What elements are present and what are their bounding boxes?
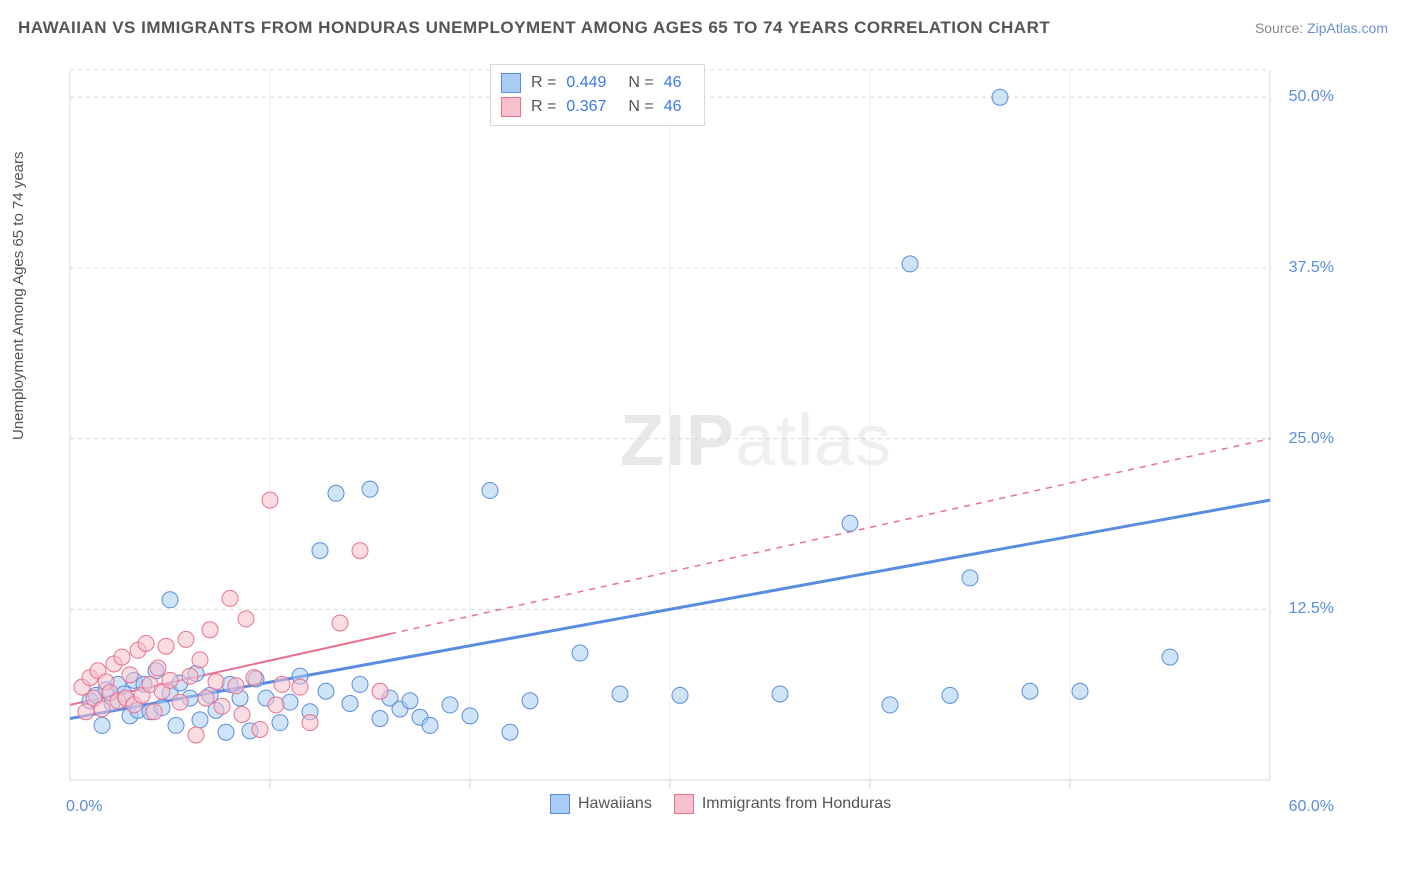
- scatter-plot: [60, 60, 1340, 840]
- x-max-label: 60.0%: [1289, 798, 1334, 816]
- title-bar: HAWAIIAN VS IMMIGRANTS FROM HONDURAS UNE…: [18, 18, 1388, 38]
- legend-item: Immigrants from Honduras: [674, 794, 891, 814]
- r-label: R =: [531, 95, 556, 119]
- source-credit: Source: ZipAtlas.com: [1255, 20, 1388, 36]
- legend-swatch: [501, 73, 521, 93]
- bottom-series-legend: Hawaiians Immigrants from Honduras: [550, 794, 891, 814]
- source-link[interactable]: ZipAtlas.com: [1307, 20, 1388, 36]
- y-axis-label: Unemployment Among Ages 65 to 74 years: [10, 151, 27, 440]
- chart-title: HAWAIIAN VS IMMIGRANTS FROM HONDURAS UNE…: [18, 18, 1050, 38]
- n-label: N =: [628, 95, 653, 119]
- legend-swatch: [674, 794, 694, 814]
- source-prefix: Source:: [1255, 20, 1307, 36]
- plot-area: ZIPatlas 12.5%25.0%37.5%50.0% 0.0% 60.0%…: [60, 60, 1340, 840]
- y-tick-label: 50.0%: [1289, 88, 1334, 106]
- n-value: 46: [664, 71, 682, 95]
- y-tick-label: 37.5%: [1289, 259, 1334, 277]
- legend-swatch: [550, 794, 570, 814]
- stats-legend-row: R = 0.449 N = 46: [501, 71, 694, 95]
- r-value: 0.367: [566, 95, 606, 119]
- r-value: 0.449: [566, 71, 606, 95]
- n-value: 46: [664, 95, 682, 119]
- n-label: N =: [628, 71, 653, 95]
- stats-legend-row: R = 0.367 N = 46: [501, 95, 694, 119]
- legend-item: Hawaiians: [550, 794, 652, 814]
- legend-label: Immigrants from Honduras: [702, 795, 891, 813]
- legend-label: Hawaiians: [578, 795, 652, 813]
- legend-swatch: [501, 97, 521, 117]
- y-tick-label: 12.5%: [1289, 600, 1334, 618]
- r-label: R =: [531, 71, 556, 95]
- stats-legend: R = 0.449 N = 46 R = 0.367 N = 46: [490, 64, 705, 126]
- x-origin-label: 0.0%: [66, 798, 102, 816]
- y-tick-label: 25.0%: [1289, 430, 1334, 448]
